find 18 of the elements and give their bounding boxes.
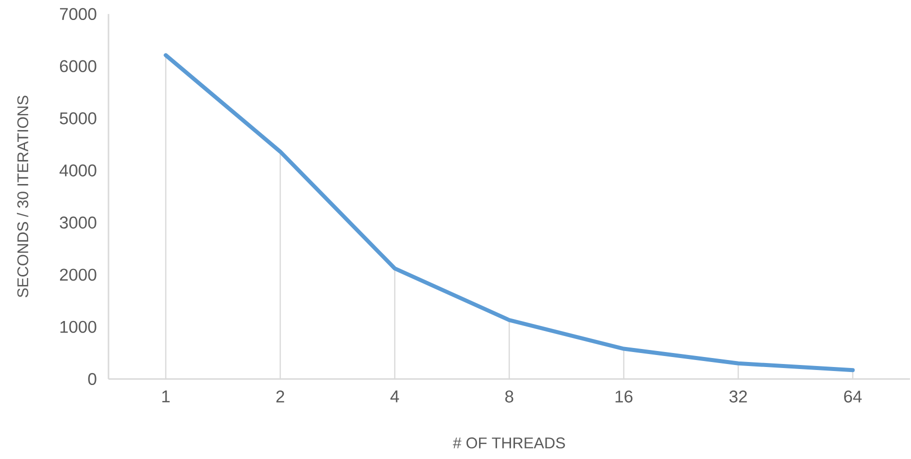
y-tick-label: 1000 xyxy=(60,320,96,333)
y-tick-label: 2000 xyxy=(60,268,96,281)
y-tick-label: 0 xyxy=(88,372,96,386)
y-tick-label: 3000 xyxy=(60,216,96,229)
y-tick-label: 7000 xyxy=(60,8,96,20)
y-axis-title: SECONDS / 30 ITERATIONS xyxy=(16,96,28,298)
y-tick-label: 4000 xyxy=(60,164,96,176)
x-tick-label: 1 xyxy=(162,390,170,402)
x-tick-label: 16 xyxy=(616,390,632,403)
y-tick-label: 6000 xyxy=(60,60,96,72)
x-axis-title: # OF THREADS xyxy=(452,437,565,448)
y-tick-label: 5000 xyxy=(60,112,96,124)
x-tick-label: 8 xyxy=(505,390,514,403)
x-tick-label: 32 xyxy=(729,390,747,403)
line-series xyxy=(164,53,855,372)
x-tick-label: 64 xyxy=(844,390,862,403)
x-tick-label: 2 xyxy=(276,390,284,402)
x-tick-label: 4 xyxy=(390,390,399,402)
